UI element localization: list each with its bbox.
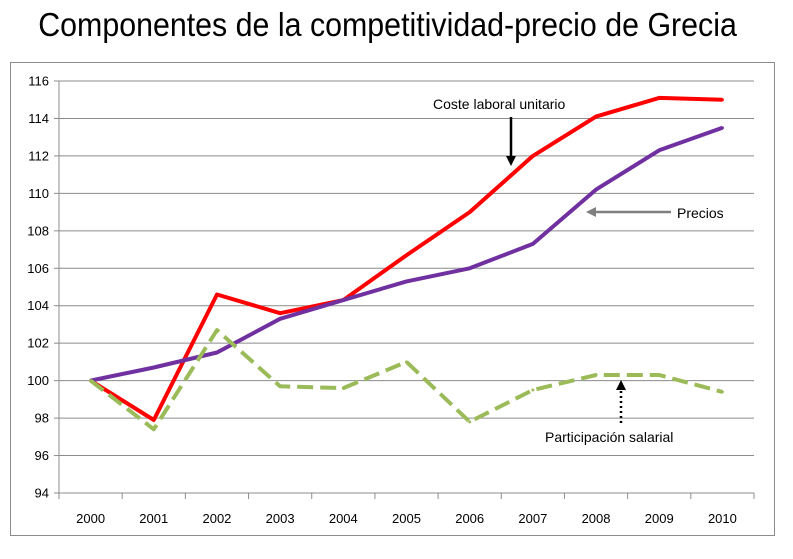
data-point-participacion-salarial [594,373,598,377]
data-point-participacion-salarial [531,388,535,392]
data-point-precios [594,188,598,192]
series-lines [89,95,724,432]
x-tick-label: 2007 [518,511,547,526]
x-tick-label: 2003 [266,511,295,526]
data-point-participacion-salarial [657,373,661,377]
y-axis-ticks: 94 96 98 100 102 104 106 108 110 112 114 116 [27,74,59,501]
y-tick-label: 100 [27,373,49,388]
data-point-precios [531,242,535,246]
y-tick-label: 94 [35,486,49,501]
data-point-coste-laboral-unitario [152,418,156,422]
data-point-participacion-salarial [89,379,93,383]
x-tick-label: 2000 [76,511,105,526]
x-tick-label: 2009 [645,511,674,526]
data-point-precios [152,366,156,370]
y-tick-label: 104 [27,298,49,313]
chart-title: Componentes de la competitividad-precio … [38,6,737,43]
data-point-coste-laboral-unitario [657,96,661,100]
data-point-precios [278,317,282,321]
x-tick-label: 2005 [392,511,421,526]
y-tick-label: 112 [28,148,49,163]
data-point-precios [657,148,661,152]
y-tick-label: 106 [27,261,49,276]
data-point-coste-laboral-unitario [468,210,472,214]
y-tick-label: 102 [27,336,49,351]
y-tick-label: 98 [35,411,49,426]
annotation-label-coste: Coste laboral unitario [433,96,566,112]
data-point-precios [215,351,219,355]
data-point-coste-laboral-unitario [405,253,408,257]
data-point-coste-laboral-unitario [215,292,219,296]
data-point-participacion-salarial [341,386,345,390]
y-tick-label: 114 [28,111,49,126]
series-line-participacion-salarial [89,328,723,432]
annotations: Coste laboral unitario Precios Participaci… [433,96,724,445]
data-point-participacion-salarial [468,420,472,424]
data-point-coste-laboral-unitario [278,311,282,315]
x-axis-ticks: 2000 2001 2002 2003 2004 2005 2006 2007 2008 2009… [58,493,755,526]
annotation-label-participacion: Participación salarial [545,429,673,445]
annotation-label-precios: Precios [677,205,724,221]
data-point-coste-laboral-unitario [531,154,535,158]
x-tick-label: 2010 [708,511,737,526]
series-line-coste-laboral-unitario [89,95,723,422]
data-point-participacion-salarial [152,427,156,431]
data-point-participacion-salarial [278,384,282,388]
data-point-coste-laboral-unitario [594,115,598,119]
data-point-precios [468,266,472,270]
chart-area: 94 96 98 100 102 104 106 108 110 112 114 116 2000 20… [10,62,775,536]
data-point-precios [405,279,408,283]
y-tick-label: 116 [28,74,49,89]
data-point-precios [341,298,345,302]
gridlines [58,80,754,494]
data-point-participacion-salarial [215,328,219,332]
y-tick-label: 96 [35,448,49,463]
x-tick-label: 2008 [582,511,611,526]
data-point-participacion-salarial [720,390,724,394]
y-tick-label: 110 [28,186,49,201]
data-point-participacion-salarial [405,360,408,364]
data-point-coste-laboral-unitario [720,98,724,102]
x-tick-label: 2001 [139,511,168,526]
data-point-precios [720,126,724,130]
x-tick-label: 2002 [202,511,231,526]
x-tick-label: 2004 [329,511,358,526]
y-tick-label: 108 [27,223,49,238]
x-tick-label: 2006 [455,511,484,526]
